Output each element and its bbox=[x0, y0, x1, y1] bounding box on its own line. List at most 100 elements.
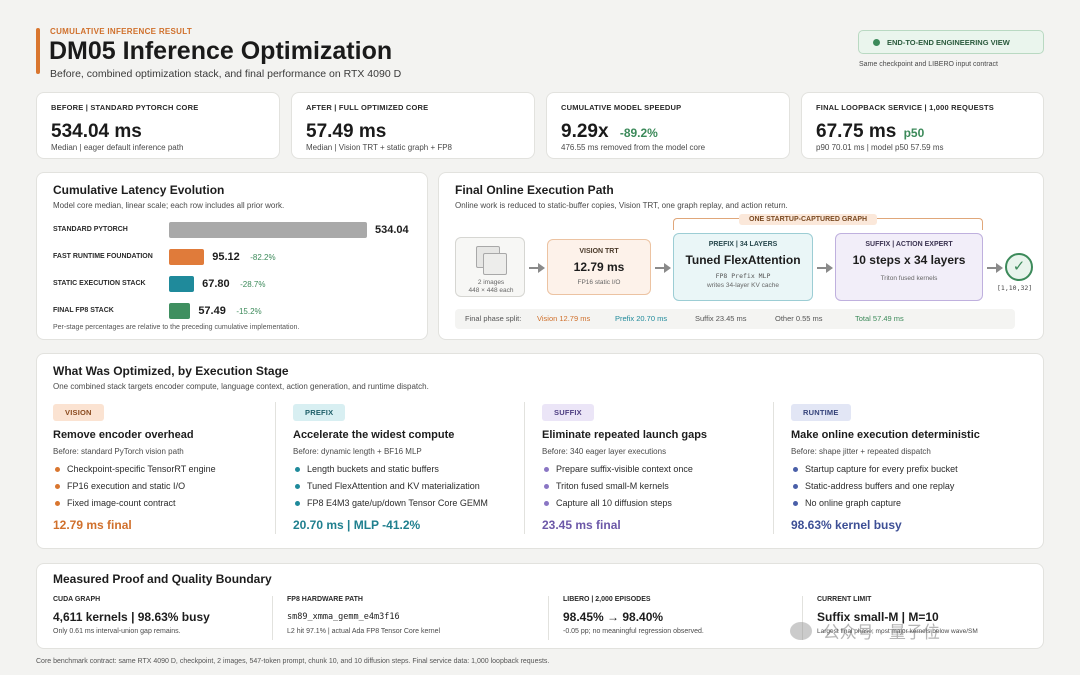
list-item: Length buckets and static buffers bbox=[293, 464, 488, 474]
divider bbox=[524, 402, 525, 534]
phase-split-bar: Final phase split: Vision 12.79 ms Prefi… bbox=[455, 309, 1015, 329]
divider bbox=[272, 596, 273, 640]
status-dot-icon bbox=[873, 39, 880, 46]
list-item: Static-address buffers and one replay bbox=[791, 481, 958, 491]
prefix-sub: writes 34-layer KV cache bbox=[707, 282, 779, 289]
proof-label: FP8 HARDWARE PATH bbox=[287, 596, 363, 603]
latency-row-name: STANDARD PYTORCH bbox=[53, 226, 128, 233]
stage-result: 23.45 ms final bbox=[542, 518, 621, 532]
divider bbox=[548, 596, 549, 640]
arrow-icon bbox=[529, 263, 545, 273]
image-stack-icon bbox=[483, 253, 507, 275]
check-icon: ✓ bbox=[1005, 253, 1033, 281]
metric-sub: p90 70.01 ms | model p50 57.59 ms bbox=[816, 143, 944, 152]
latency-row-value: 534.04 bbox=[375, 224, 409, 236]
latency-row-name: FINAL FP8 STACK bbox=[53, 307, 114, 314]
stage-runtime: RUNTIME Make online execution determinis… bbox=[791, 402, 1021, 532]
list-item: No online graph capture bbox=[791, 498, 958, 508]
metric-value-main: 9.29x bbox=[561, 121, 609, 142]
metric-sub: 476.55 ms removed from the model core bbox=[561, 143, 706, 152]
watermark: 公众号 · 量子位 bbox=[790, 618, 940, 643]
exec-title: Final Online Execution Path bbox=[455, 183, 614, 197]
metric-label: CUMULATIVE MODEL SPEEDUP bbox=[561, 103, 682, 112]
suffix-box: SUFFIX | ACTION EXPERT 10 steps x 34 lay… bbox=[835, 233, 983, 301]
view-badge[interactable]: END-TO-END ENGINEERING VIEW bbox=[858, 30, 1044, 54]
proof-value: Suffix small-M | M=10 bbox=[817, 610, 939, 624]
header-eyebrow: CUMULATIVE INFERENCE RESULT bbox=[50, 27, 193, 36]
vision-trt-value: 12.79 ms bbox=[573, 260, 625, 274]
latency-row-value: 57.49 bbox=[198, 305, 226, 317]
suffix-label: SUFFIX | ACTION EXPERT bbox=[865, 241, 953, 248]
metric-label: AFTER | FULL OPTIMIZED CORE bbox=[306, 103, 429, 112]
latency-row: STANDARD PYTORCH 534.04 bbox=[53, 222, 433, 238]
exec-panel: Final Online Execution Path Online work … bbox=[438, 172, 1044, 340]
stages-title: What Was Optimized, by Execution Stage bbox=[53, 364, 289, 378]
prefix-box: PREFIX | 34 LAYERS Tuned FlexAttention F… bbox=[673, 233, 813, 301]
suffix-value: 10 steps x 34 layers bbox=[852, 253, 966, 267]
footer-note: Core benchmark contract: same RTX 4090 D… bbox=[36, 658, 550, 665]
input-images-box: 2 images 448 × 448 each bbox=[455, 237, 525, 297]
stage-before: Before: standard PyTorch vision path bbox=[53, 447, 184, 456]
divider bbox=[773, 402, 774, 534]
latency-row-name: FAST RUNTIME FOUNDATION bbox=[53, 253, 153, 260]
stage-bullets: Checkpoint-specific TensorRT engine FP16… bbox=[53, 464, 216, 515]
arrow-icon bbox=[987, 263, 1003, 273]
metric-label: BEFORE | STANDARD PYTORCH CORE bbox=[51, 103, 199, 112]
metric-card-before: BEFORE | STANDARD PYTORCH CORE 534.04 ms… bbox=[36, 92, 280, 159]
prefix-value: Tuned FlexAttention bbox=[685, 253, 801, 267]
metric-value: 9.29x -89.2% bbox=[561, 121, 658, 143]
stage-before: Before: 340 eager layer executions bbox=[542, 447, 667, 456]
phase-split-suffix: Suffix 23.45 ms bbox=[695, 314, 747, 323]
proof-fp8-path: FP8 HARDWARE PATH sm89_xmma_gemm_e4m3f16… bbox=[287, 596, 440, 635]
stage-title: Make online execution deterministic bbox=[791, 429, 980, 441]
arrow-icon bbox=[655, 263, 671, 273]
stages-subtitle: One combined stack targets encoder compu… bbox=[53, 382, 429, 391]
proof-cuda-graph: CUDA GRAPH 4,611 kernels | 98.63% busy O… bbox=[53, 596, 210, 635]
page-title: DM05 Inference Optimization bbox=[49, 37, 393, 65]
stage-result: 12.79 ms final bbox=[53, 518, 132, 532]
metric-value: 57.49 ms bbox=[306, 121, 387, 142]
latency-bar bbox=[169, 222, 367, 238]
proof-value: 4,611 kernels | 98.63% busy bbox=[53, 610, 210, 624]
stage-bullets: Startup capture for every prefix bucket … bbox=[791, 464, 958, 515]
proof-value: 98.45% → 98.40% bbox=[563, 610, 664, 624]
stage-pill: RUNTIME bbox=[791, 404, 851, 421]
stage-prefix: PREFIX Accelerate the widest compute Bef… bbox=[293, 402, 523, 532]
proof-label: CUDA GRAPH bbox=[53, 596, 101, 603]
latency-bar bbox=[169, 303, 191, 319]
list-item: Prepare suffix-visible context once bbox=[542, 464, 693, 474]
stage-before: Before: shape jitter + repeated dispatch bbox=[791, 447, 931, 456]
stage-title: Accelerate the widest compute bbox=[293, 429, 455, 441]
latency-panel: Cumulative Latency Evolution Model core … bbox=[36, 172, 428, 340]
phase-split-other: Other 0.55 ms bbox=[775, 314, 823, 323]
suffix-sub: Triton fused kernels bbox=[880, 275, 938, 282]
proof-label: LIBERO | 2,000 EPISODES bbox=[563, 596, 651, 603]
latency-row-pct: -28.7% bbox=[240, 280, 266, 289]
list-item: Startup capture for every prefix bucket bbox=[791, 464, 958, 474]
metric-card-speedup: CUMULATIVE MODEL SPEEDUP 9.29x -89.2% 47… bbox=[546, 92, 790, 159]
proof-title: Measured Proof and Quality Boundary bbox=[53, 572, 272, 586]
metric-card-loopback: FINAL LOOPBACK SERVICE | 1,000 REQUESTS … bbox=[801, 92, 1044, 159]
stage-pill: VISION bbox=[53, 404, 104, 421]
latency-row: FAST RUNTIME FOUNDATION 95.12 -82.2% bbox=[53, 249, 433, 265]
page-subtitle: Before, combined optimization stack, and… bbox=[50, 68, 402, 80]
list-item: Tuned FlexAttention and KV materializati… bbox=[293, 481, 488, 491]
stage-pill: PREFIX bbox=[293, 404, 346, 421]
metric-value: 67.75 ms p50 bbox=[816, 121, 924, 143]
divider bbox=[802, 596, 803, 640]
list-item: Checkpoint-specific TensorRT engine bbox=[53, 464, 216, 474]
proof-value: sm89_xmma_gemm_e4m3f16 bbox=[287, 612, 400, 622]
list-item: FP16 execution and static I/O bbox=[53, 481, 216, 491]
latency-row-pct: -82.2% bbox=[250, 253, 276, 262]
metric-card-after: AFTER | FULL OPTIMIZED CORE 57.49 ms Med… bbox=[291, 92, 535, 159]
stage-pill: SUFFIX bbox=[542, 404, 594, 421]
input-images-label: 2 images 448 × 448 each bbox=[468, 279, 514, 294]
graph-label: ONE STARTUP-CAPTURED GRAPH bbox=[739, 214, 878, 225]
proof-sub: Only 0.61 ms interval-union gap remains. bbox=[53, 628, 181, 635]
metric-value-extra: -89.2% bbox=[619, 126, 658, 140]
proof-label: CURRENT LIMIT bbox=[817, 596, 872, 603]
metric-sub: Median | eager default inference path bbox=[51, 143, 184, 152]
list-item: Triton fused small-M kernels bbox=[542, 481, 693, 491]
header-accent-bar bbox=[36, 28, 40, 74]
latency-bar bbox=[169, 249, 205, 265]
